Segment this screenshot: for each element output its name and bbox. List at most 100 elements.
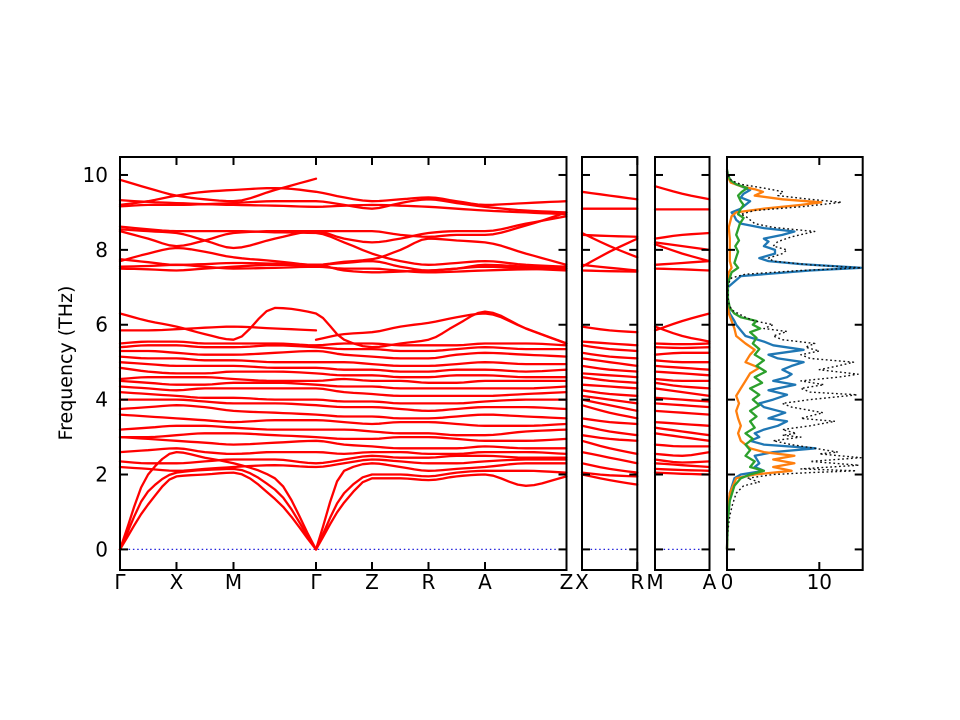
x-tick-label: Z [560,570,574,594]
phonon-band-line [118,198,568,216]
y-axis-label: Frequency (THz) [55,286,77,441]
phonon-band-line [653,402,711,409]
phonon-band-line [580,389,639,398]
phonon-band-line [118,390,568,405]
phonon-band-line [118,432,568,442]
phonon-band-line [118,404,568,420]
x-tick-label: M [225,570,242,594]
phonon-band-line [118,349,568,360]
phonon-band-line [118,385,568,398]
phonon-band-line [653,426,711,437]
x-tick-label: Z [365,570,379,594]
phonon-band-line [580,344,639,353]
phonon-band-line [118,344,568,353]
x-tick-label: A [703,570,717,594]
phonon-band-line [580,434,639,442]
phonon-band-line [653,471,711,476]
phonon-band-line [653,359,711,364]
phonon-band-line [118,361,568,373]
phonon-band-line [118,447,568,456]
plot-axes-layer [119,156,864,571]
phonon-band-line [580,462,639,474]
x-tick-label: M [646,570,663,594]
phonon-band-line [580,269,639,273]
phonon-band-line [653,409,711,416]
axis-spine-band-main [119,156,568,571]
phonon-band-line [653,364,711,371]
phonon-band-line [118,366,568,379]
phonon-band-line [580,364,639,373]
phonon-band-line [653,387,711,398]
phonon-band-line [118,435,568,450]
phonon-band-line [580,231,639,259]
phonon-band-line [118,306,568,349]
x-tick-label: Γ [310,570,322,594]
phonon-band-line [118,325,318,332]
phonon-band-line [580,383,639,390]
phonon-band-line [118,177,318,203]
phonon-band-line [118,215,568,248]
phonon-band-line [580,340,639,347]
phonon-band-line [118,424,568,437]
dos-curve-pdos-2 [725,171,823,550]
phonon-band-line [580,424,639,437]
phonon-band-line [653,420,711,427]
phonon-band-line [653,325,711,343]
dos-curve-pdos-3 [725,169,767,550]
phonon-band-line [118,379,568,390]
phonon-band-line [653,370,711,377]
x-tick-label: X [170,570,184,594]
y-tick-label: 0 [95,537,108,561]
phonon-band-line [580,450,639,465]
phonon-band-line [118,376,568,384]
x-tick-label: Γ [114,570,126,594]
phonon-band-line [118,263,568,274]
axis-spine-band-xr [581,156,639,571]
axis-spine-band-ma [654,156,711,571]
x-tick-label: R [630,570,644,594]
phonon-band-line [118,458,568,472]
phonon-band-line [580,398,639,413]
phonon-band-line [653,346,711,350]
phonon-band-line [580,404,639,420]
phonon-band-line [580,473,639,486]
phonon-band-line [653,467,711,472]
phonon-band-line [653,259,711,266]
phonon-band-line [314,462,568,551]
phonon-band-line [118,198,568,214]
phonon-band-line [653,381,711,390]
phonon-band-line [653,458,711,464]
axis-spine-dos [726,156,864,571]
phonon-band-line [580,471,639,478]
x-tick-label: 10 [807,570,832,594]
phonon-band-line [118,211,568,250]
phonon-band-line [118,355,568,368]
x-tick-label: X [575,570,589,594]
phonon-band-line [118,471,318,551]
phonon-band-line [580,394,639,405]
phonon-band-line [653,396,711,403]
x-tick-label: 0 [721,570,734,594]
y-tick-label: 10 [83,163,108,187]
y-tick-label: 4 [95,388,108,412]
phonon-band-line [653,243,711,263]
phonon-band-line [653,377,711,383]
phonon-band-line [118,186,568,207]
phonon-band-line [118,258,568,272]
phonon-band-line [118,398,568,413]
phonon-band-line [118,340,568,347]
phonon-band-line [118,413,568,427]
phonon-band-line [118,467,318,551]
phonon-band-line [653,342,711,346]
phonon-band-line [580,190,639,201]
phonon-band-line [580,372,639,379]
plot-lines-layer [118,167,863,551]
phonon-band-line [314,469,568,551]
phonon-band-line [580,417,639,426]
phonon-band-line [653,241,711,252]
phonon-band-line [118,454,568,465]
phonon-band-line [653,450,711,457]
